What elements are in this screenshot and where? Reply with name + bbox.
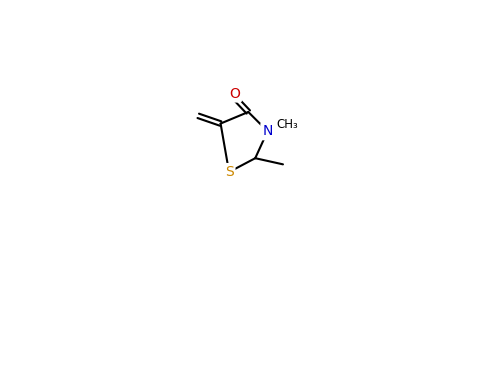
- Text: N: N: [263, 124, 273, 138]
- Text: S: S: [225, 165, 233, 179]
- Text: O: O: [229, 87, 240, 100]
- Text: CH₃: CH₃: [277, 118, 299, 131]
